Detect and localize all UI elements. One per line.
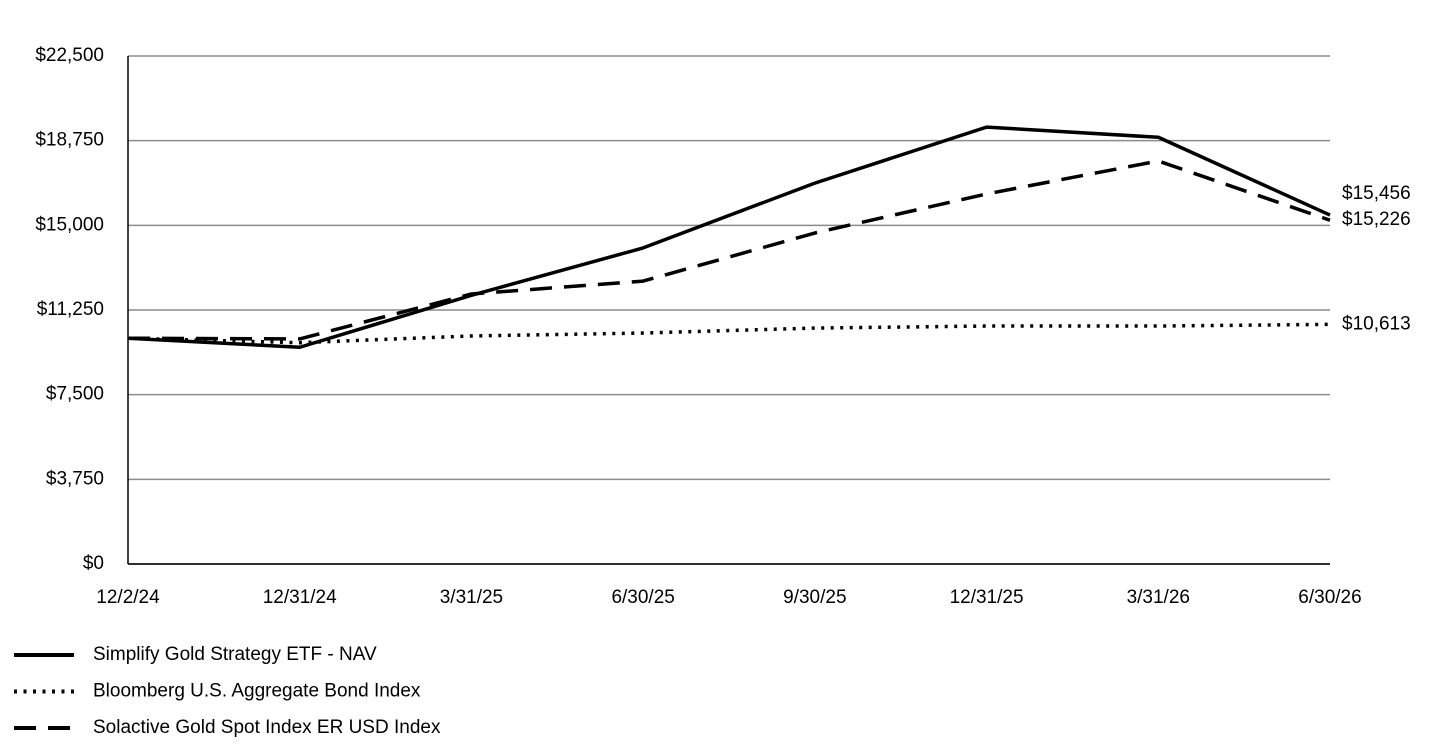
legend-label: Solactive Gold Spot Index ER USD Index [93, 717, 441, 738]
x-tick-label: 3/31/26 [1127, 587, 1190, 608]
end-value-label: $15,456 [1342, 183, 1411, 204]
series-line [127, 322, 1331, 345]
series-line [127, 159, 1331, 341]
x-tick-label: 6/30/25 [611, 587, 674, 608]
end-value-label: $15,226 [1342, 209, 1411, 230]
x-tick-label: 12/2/24 [96, 587, 160, 608]
x-tick-label: 12/31/24 [263, 587, 337, 608]
end-value-label: $10,613 [1342, 313, 1411, 334]
y-tick-label: $22,500 [35, 45, 104, 66]
series-line [127, 125, 1331, 350]
x-tick-label: 12/31/25 [950, 587, 1024, 608]
y-tick-label: $11,250 [37, 299, 104, 320]
y-tick-label: $18,750 [35, 130, 104, 151]
legend-label: Bloomberg U.S. Aggregate Bond Index [93, 681, 421, 702]
y-tick-label: $3,750 [46, 468, 104, 489]
x-tick-label: 9/30/25 [783, 587, 846, 608]
x-tick-label: 3/31/25 [440, 587, 503, 608]
y-tick-label: $7,500 [46, 384, 104, 405]
x-tick-label: 6/30/26 [1298, 587, 1361, 608]
y-tick-label: $0 [83, 553, 104, 574]
legend-label: Simplify Gold Strategy ETF - NAV [93, 644, 377, 665]
y-tick-label: $15,000 [35, 214, 104, 235]
